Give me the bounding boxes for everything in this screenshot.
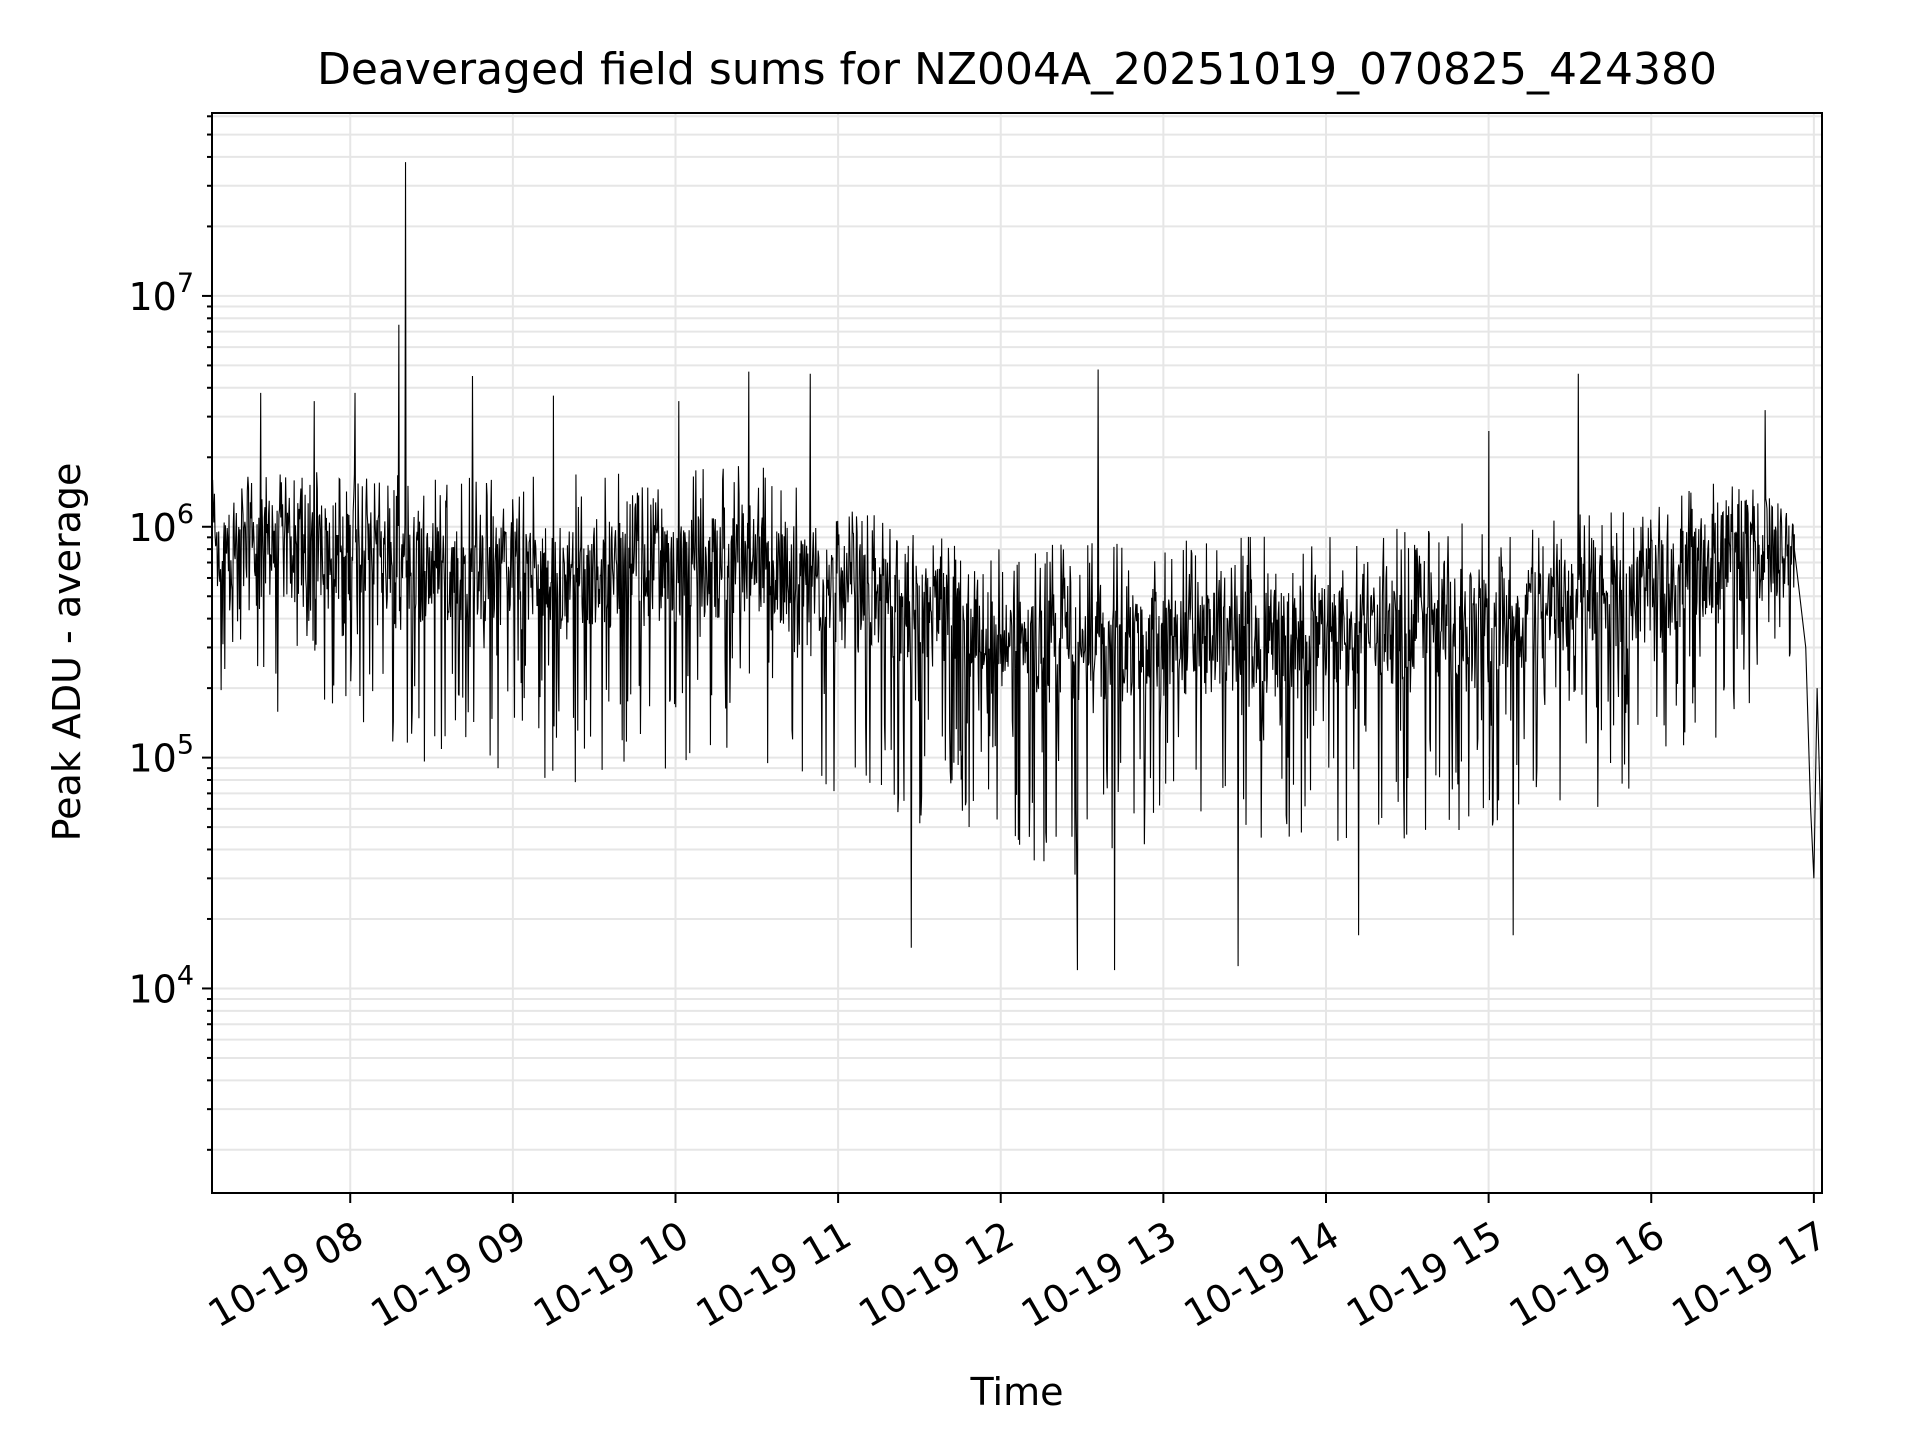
series-line <box>211 162 1823 1150</box>
y-tick-label: 104 <box>128 960 194 1011</box>
y-tick-label: 107 <box>128 268 194 319</box>
x-axis-label: Time <box>970 1370 1064 1414</box>
y-axis-label: Peak ADU - average <box>45 463 89 842</box>
y-tick-label: 105 <box>128 730 194 781</box>
series-layer <box>211 162 1823 1150</box>
axes-frame <box>211 112 1823 1194</box>
y-tick-label: 106 <box>128 499 194 550</box>
chart-title: Deaveraged field sums for NZ004A_2025101… <box>317 44 1717 95</box>
tick-marks <box>202 115 1815 1203</box>
